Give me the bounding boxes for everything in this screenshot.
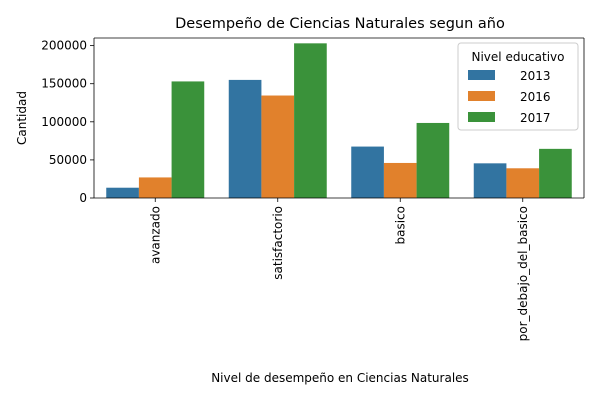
legend-title: Nivel educativo: [472, 50, 565, 64]
bar-2016-avanzado: [138, 177, 172, 198]
legend-swatch-2017: [468, 112, 495, 122]
y-axis-label: Cantidad: [15, 91, 29, 145]
legend: Nivel educativo 2013 2016 2017: [457, 42, 579, 131]
x-tick-label: avanzado: [148, 206, 162, 264]
bar-2013-por_debajo_del_basico: [473, 163, 507, 198]
y-tick-label: 50000: [49, 153, 87, 167]
bar-2017-por_debajo_del_basico: [539, 148, 572, 198]
bar-2017-avanzado: [171, 81, 205, 198]
x-axis: avanzado satisfactorio basico por_debajo_de…: [94, 197, 584, 341]
chart-title: Desempeño de Ciencias Naturales segun añ…: [175, 16, 505, 32]
bar-2017-basico: [416, 122, 450, 198]
x-axis-label: Nivel de desempeño en Ciencias Naturales: [211, 371, 469, 385]
x-tick-label: basico: [393, 206, 407, 245]
bar-2016-satisfactorio: [261, 95, 295, 198]
y-axis: 0 50000 100000 150000 200000: [41, 37, 585, 205]
bar-2017-satisfactorio: [294, 43, 327, 199]
legend-label: 2016: [520, 90, 551, 104]
x-tick-label: por_debajo_del_basico: [516, 206, 530, 341]
x-tick-label: satisfactorio: [271, 206, 285, 280]
bar-2013-basico: [351, 146, 384, 198]
bar-2016-por_debajo_del_basico: [506, 168, 540, 198]
legend-swatch-2016: [468, 91, 495, 101]
bar-2016-basico: [383, 162, 417, 198]
bar-2013-satisfactorio: [228, 79, 262, 198]
y-tick-label: 0: [79, 191, 87, 205]
y-tick-label: 150000: [41, 77, 87, 91]
y-tick-label: 100000: [41, 115, 87, 129]
legend-frame: [457, 42, 579, 131]
bar-2013-avanzado: [106, 187, 139, 198]
y-tick-label: 200000: [41, 39, 87, 53]
legend-label: 2017: [520, 111, 551, 125]
legend-swatch-2013: [468, 70, 495, 80]
bars-group: [106, 43, 572, 199]
legend-label: 2013: [520, 69, 551, 83]
